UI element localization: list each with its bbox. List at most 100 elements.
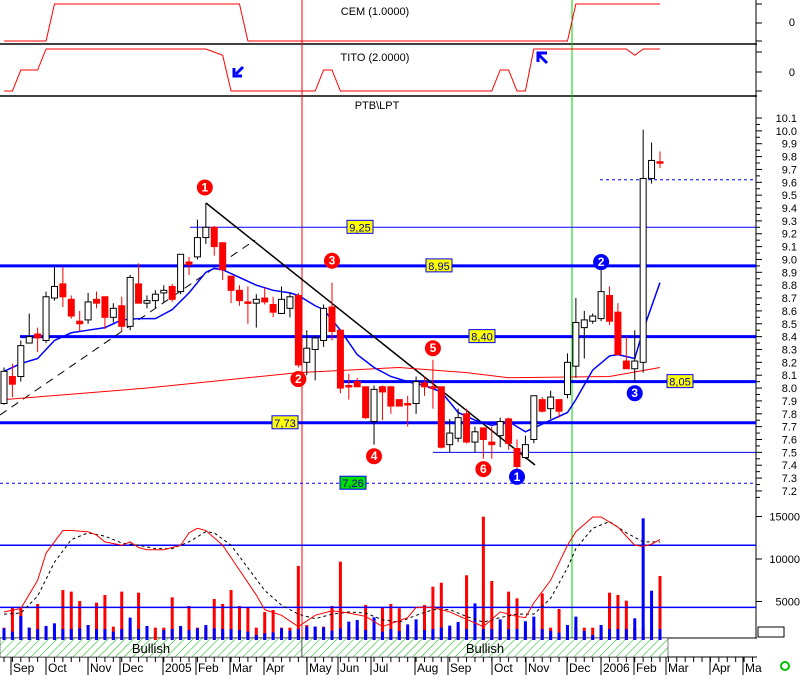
price-tick-label: 8.4 (782, 332, 797, 344)
volume-bar-red (296, 565, 300, 640)
volume-bar-blue (355, 620, 359, 640)
bearish-candle (34, 333, 42, 339)
price-tick-label: 9.0 (782, 254, 797, 266)
volume-bar-blue (86, 625, 90, 640)
volume-bar-blue (61, 629, 65, 640)
volume-bar-red (246, 607, 250, 640)
wave-marker-red (424, 340, 441, 357)
bearish-candle (656, 161, 664, 164)
bearish-candle (67, 298, 75, 317)
volume-bar-red (254, 627, 258, 640)
volume-bar-red (137, 592, 141, 640)
x-tick-label: Sep (450, 661, 472, 675)
wave-marker-red (475, 461, 492, 478)
volume-bar-blue (137, 629, 141, 640)
volume-bar-red (120, 591, 124, 640)
x-tick-label: 2005 (165, 661, 192, 675)
bearish-candle (463, 413, 471, 443)
volume-bar-blue (2, 628, 6, 640)
bullish-candle (648, 159, 656, 179)
status-indicator-icon[interactable] (780, 661, 790, 671)
stochastic-d-line (3, 520, 660, 623)
wave-marker-label: 2 (295, 372, 302, 386)
volume-bar-blue (288, 630, 292, 640)
price-level-label-box (346, 219, 374, 234)
volume-bar-blue (565, 625, 569, 640)
volume-tick-label: 5000 (776, 597, 800, 609)
bearish-candle (336, 329, 344, 389)
x-tick-label: Nov (90, 661, 111, 675)
price-tick-label: 9.9 (782, 139, 797, 151)
volume-bar-blue (322, 627, 326, 640)
volume-bar-blue (36, 629, 40, 640)
bearish-candle (421, 382, 428, 388)
volume-bar-blue (414, 619, 418, 640)
volume-bar-blue (187, 629, 191, 640)
volume-bar-blue (95, 629, 99, 640)
bearish-candle (168, 285, 176, 300)
price-tick-label: 9.6 (782, 177, 797, 189)
volume-tick-label: 15000 (769, 512, 800, 524)
bearish-candle (505, 418, 513, 444)
bullish-candle (177, 253, 185, 293)
volume-bar-blue (540, 629, 544, 640)
bearish-candle (261, 297, 269, 303)
volume-bar-blue (229, 629, 233, 640)
price-tick-label: 9.3 (782, 216, 797, 228)
bullish-candle (25, 336, 33, 344)
price-tick-label: 9.7 (782, 164, 797, 176)
volume-bar-blue (507, 629, 511, 640)
bullish-candle (84, 301, 92, 321)
volume-bar-blue (490, 629, 494, 640)
volume-bar-red (616, 595, 620, 640)
volume-bar-red (439, 582, 443, 640)
volume-bar-red (330, 606, 334, 640)
volume-bar-blue (658, 629, 662, 640)
bearish-candle (219, 242, 227, 271)
volume-bar-blue (313, 626, 317, 640)
price-tick-label: 7.8 (782, 409, 797, 421)
price-tick-label: 10.1 (776, 113, 797, 125)
price-tick-label: 10.0 (776, 126, 797, 138)
volume-bar-blue (372, 617, 376, 640)
scroll-box[interactable] (757, 626, 785, 638)
wave-marker-blue (593, 254, 610, 271)
bearish-candle (622, 360, 630, 370)
volume-bar-blue (523, 621, 527, 640)
volume-bar-blue (204, 625, 208, 640)
price-tick-label: 7.6 (782, 435, 797, 447)
bullish-candle (286, 296, 294, 309)
bullish-candle (563, 361, 571, 395)
bullish-candle (496, 420, 504, 437)
volume-bar-red (263, 612, 267, 640)
bearish-candle (185, 261, 193, 266)
volume-bar-red (170, 597, 174, 640)
wave-marker-label: 1 (201, 180, 208, 194)
volume-bar-blue (195, 628, 199, 640)
price-tick-label: 7.3 (782, 473, 797, 485)
volume-bar-blue (423, 629, 426, 640)
volume-bar-red (36, 603, 40, 640)
volume-bar-blue (591, 634, 595, 640)
volume-bar-blue (221, 629, 225, 640)
bearish-candle (606, 294, 614, 322)
volume-bar-red (591, 627, 595, 640)
price-level-label-box (271, 415, 299, 430)
bearish-candle (353, 381, 361, 388)
long-moving-average (3, 366, 661, 401)
price-tick-label: 9.4 (782, 203, 797, 215)
x-tick-label: Feb (198, 661, 219, 675)
bearish-candle (429, 386, 437, 389)
bullish-candle (454, 417, 462, 439)
bullish-candle (412, 381, 420, 404)
price-level-label: 7,26 (342, 478, 363, 490)
bullish-candle (109, 307, 117, 318)
bullish-candle (572, 321, 580, 367)
volume-bar-red (229, 590, 233, 640)
wave-marker-label: 4 (371, 449, 378, 463)
volume-bar-blue (305, 626, 309, 640)
volume-bar-blue (246, 631, 250, 640)
volume-bar-red (431, 586, 435, 640)
bullish-candle (597, 291, 605, 320)
cem-panel-title: CEM (1.0000) (341, 6, 409, 18)
